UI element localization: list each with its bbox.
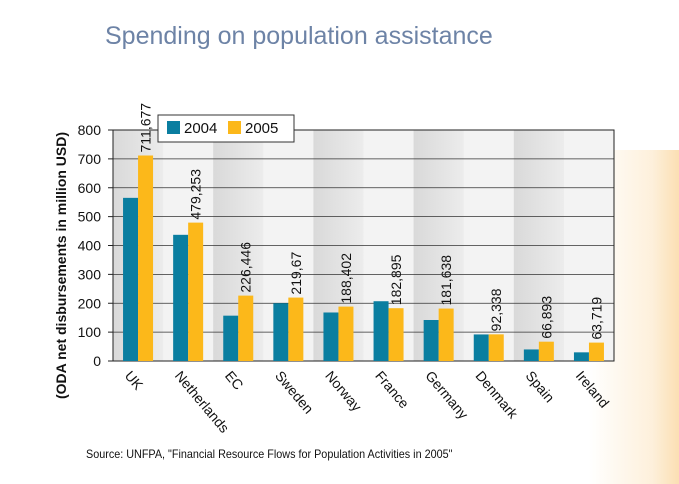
y-tick-label: 0 [93,353,101,369]
y-tick-label: 600 [78,180,102,196]
legend: 2004 2005 [157,114,295,143]
bar-2004-spain [523,349,539,361]
bar-2005-germany [438,308,454,361]
data-label: 63,719 [588,297,604,340]
data-label: 226,446 [238,242,254,293]
bar-2005-sweden [288,297,304,361]
data-label: 219,67 [288,252,304,295]
x-tick-label: Denmark [472,368,521,423]
data-label: 181,638 [438,255,454,306]
bar-2004-ireland [573,352,589,361]
y-tick-label: 300 [78,266,102,282]
y-tick-label: 400 [78,238,102,254]
y-tick-label: 500 [78,209,102,225]
x-tick-label: UK [122,368,147,394]
data-labels: 711,677 479,253 226,446 219,67 188,402 182,89… [138,103,605,340]
legend-label-2004: 2004 [184,120,217,137]
bar-2004-france [373,301,389,361]
bar-2005-ireland [588,342,604,361]
data-label: 92,338 [488,288,504,331]
bar-2005-ec [238,295,254,361]
legend-swatch-2005 [228,121,241,134]
source-note: Source: UNFPA, "Financial Resource Flows… [86,447,453,461]
x-tick-label: Germany [422,368,471,422]
x-tick-label: Sweden [272,368,317,417]
bar-2004-norway [323,312,339,361]
bar-2005-norway [338,306,354,361]
x-tick-label: Ireland [573,368,613,411]
legend-swatch-2004 [167,121,180,134]
bar-2005-denmark [488,334,504,361]
bars [123,155,604,361]
y-axis: 0 100 200 300 400 500 600 700 800 (ODA net disbur… [53,122,113,399]
y-tick-label: 700 [78,151,102,167]
y-tick-label: 100 [78,324,102,340]
x-tick-label: Norway [322,368,365,415]
legend-label-2005: 2005 [245,120,278,137]
bar-2005-netherlands [188,222,204,361]
bar-2005-france [388,308,404,361]
bar-2004-sweden [273,303,289,361]
x-tick-label: Spain [523,368,558,406]
bar-2005-spain [538,341,554,361]
data-label: 711,677 [138,103,154,153]
page-title: Spending on population assistance [105,22,493,50]
bar-2004-denmark [473,334,489,361]
data-label: 479,253 [188,169,204,220]
y-tick-label: 800 [78,122,102,138]
data-label: 188,402 [338,253,354,304]
y-tick-label: 200 [78,295,102,311]
y-axis-label: (ODA net disbursements in million USD) [53,132,69,399]
x-tick-label: EC [222,368,247,393]
data-label: 182,895 [388,254,404,305]
legend-box [157,114,295,143]
bar-2004-ec [223,315,239,361]
bar-2005-uk [138,155,154,361]
x-tick-label: France [372,368,412,412]
data-label: 66,893 [538,296,554,339]
bar-2004-netherlands [173,234,189,361]
bar-2004-germany [423,319,439,361]
bar-2004-uk [123,197,139,361]
